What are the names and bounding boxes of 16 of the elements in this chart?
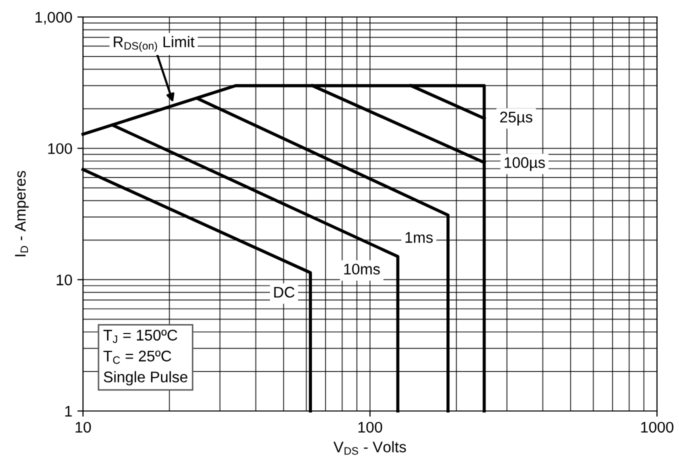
annotation: 1ms — [406, 232, 433, 243]
y-tick-label: 10 — [56, 274, 72, 286]
annotation: 10ms — [344, 264, 380, 275]
annotation: R$_{DS(on)}$ Limit — [114, 36, 194, 52]
y-axis-title: I$_{D}$ - Amperes — [15, 170, 29, 256]
annotation: T$_{J}$ = 150ºC T$_{C}$ = 25ºC Single Pulse — [103, 330, 188, 386]
y-tick-label: 100 — [48, 143, 72, 154]
annotation: 100µs — [504, 157, 545, 172]
y-tick-label: 1,000 — [36, 12, 72, 24]
annotation: DC — [274, 286, 294, 298]
x-axis-title: V$_{DS}$ - Volts — [333, 441, 406, 455]
annotation: 25µs — [500, 112, 532, 126]
x-tick-label: 1000 — [641, 422, 674, 433]
y-tick-label: 1 — [65, 406, 72, 417]
x-tick-label: 10 — [76, 422, 91, 433]
x-tick-label: 100 — [358, 422, 382, 433]
